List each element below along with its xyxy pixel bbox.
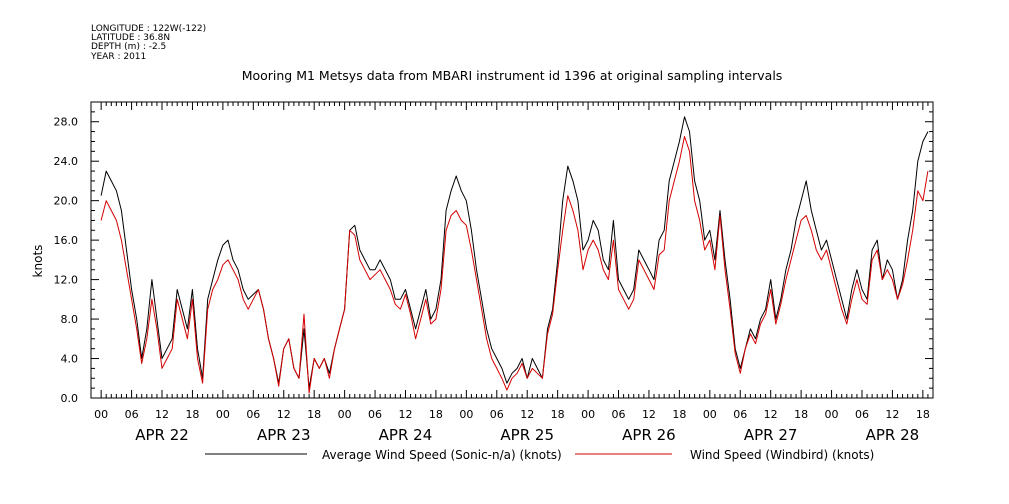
series-average-wind-line — [100, 116, 929, 389]
hour-tick-label: 06 — [612, 408, 626, 421]
hour-tick-label: 12 — [398, 408, 412, 421]
day-label: APR 22 — [135, 426, 189, 444]
hour-tick-label: 18 — [794, 408, 808, 421]
hour-tick-label: 00 — [703, 408, 717, 421]
hour-tick-label: 00 — [94, 408, 108, 421]
legend-label-average-wind: Average Wind Speed (Sonic-n/a) (knots) — [322, 448, 562, 462]
hour-tick-label: 12 — [155, 408, 169, 421]
legend-label-windbird: Wind Speed (Windbird) (knots) — [690, 448, 874, 462]
y-axis-right — [925, 101, 933, 399]
series-layer — [100, 116, 929, 394]
y-tick-label: 28.0 — [54, 116, 79, 129]
longitude-label: LONGITUDE : 122W(-122) — [91, 24, 206, 34]
hour-tick-label: 18 — [916, 408, 930, 421]
hour-tick-label: 00 — [825, 408, 839, 421]
hour-tick-label: 12 — [885, 408, 899, 421]
y-tick-label: 16.0 — [54, 234, 79, 247]
latitude-label: LATITUDE : 36.8N — [91, 33, 170, 43]
y-tick-label: 8.0 — [61, 313, 79, 326]
hour-tick-label: 18 — [429, 408, 443, 421]
hour-tick-label: 18 — [672, 408, 686, 421]
hour-tick-label: 00 — [216, 408, 230, 421]
y-axis-left — [91, 101, 99, 399]
hour-tick-label: 12 — [642, 408, 656, 421]
chart-title: Mooring M1 Metsys data from MBARI instru… — [242, 68, 783, 83]
y-axis-label: knots — [31, 245, 45, 278]
day-label: APR 28 — [866, 426, 920, 444]
y-tick-label: 4.0 — [61, 353, 79, 366]
hour-tick-label: 06 — [733, 408, 747, 421]
hour-tick-label: 00 — [459, 408, 473, 421]
hour-tick-label: 12 — [277, 408, 291, 421]
y-tick-labels: 0.0 4.0 8.0 12.0 16.0 20.0 24.0 28.0 — [54, 116, 79, 405]
hour-tick-labels: 00 06 12 18 00 06 12 18 00 06 12 18 00 06 12 18 00 06 12 18… — [94, 408, 930, 421]
day-label: APR 24 — [379, 426, 433, 444]
day-label: APR 27 — [744, 426, 798, 444]
x-axis-bottom — [100, 390, 934, 398]
y-tick-label: 0.0 — [61, 392, 79, 405]
y-tick-label: 20.0 — [54, 195, 79, 208]
day-label: APR 26 — [622, 426, 676, 444]
x-axis-top — [100, 102, 934, 110]
day-label: APR 25 — [500, 426, 554, 444]
hour-tick-label: 18 — [307, 408, 321, 421]
hour-tick-label: 18 — [551, 408, 565, 421]
y-tick-label: 12.0 — [54, 274, 79, 287]
hour-tick-label: 12 — [764, 408, 778, 421]
year-label: YEAR : 2011 — [90, 52, 146, 62]
depth-label: DEPTH (m) : -2.5 — [91, 42, 166, 52]
legend: Average Wind Speed (Sonic-n/a) (knots) W… — [205, 448, 874, 462]
series-windbird-line — [100, 136, 929, 394]
hour-tick-label: 00 — [581, 408, 595, 421]
hour-tick-label: 18 — [185, 408, 199, 421]
hour-tick-label: 06 — [246, 408, 260, 421]
hour-tick-label: 06 — [855, 408, 869, 421]
hour-tick-label: 06 — [125, 408, 139, 421]
day-label: APR 23 — [257, 426, 311, 444]
hour-tick-label: 00 — [338, 408, 352, 421]
hour-tick-label: 06 — [368, 408, 382, 421]
plot-frame — [90, 101, 934, 399]
y-tick-label: 24.0 — [54, 155, 79, 168]
hour-tick-label: 06 — [490, 408, 504, 421]
day-labels: APR 22 APR 23 APR 24 APR 25 APR 26 APR 27 APR … — [135, 426, 919, 444]
hour-tick-label: 12 — [520, 408, 534, 421]
